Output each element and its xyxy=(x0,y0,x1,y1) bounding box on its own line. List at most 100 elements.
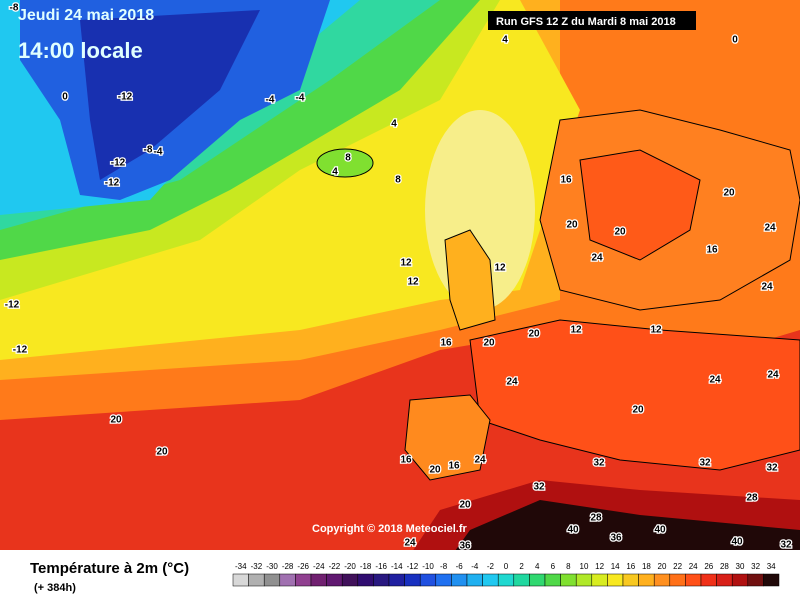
scale-swatch xyxy=(544,573,561,587)
scale-swatch xyxy=(747,573,764,587)
scale-swatch xyxy=(295,573,312,587)
contour-label: 8 xyxy=(345,153,351,164)
contour-label: 36 xyxy=(459,541,471,552)
scale-tick-label: -12 xyxy=(407,562,419,571)
contour-label: 12 xyxy=(400,258,412,269)
run-info: Run GFS 12 Z du Mardi 8 mai 2018 xyxy=(496,16,676,28)
contour-label: 40 xyxy=(567,525,579,536)
contour-label: 0 xyxy=(62,92,68,103)
contour-label: 12 xyxy=(407,277,419,288)
contour-label: 32 xyxy=(780,540,792,551)
scale-swatch xyxy=(341,573,359,587)
date: Jeudi 24 mai 2018 xyxy=(18,7,154,24)
contour-label: -12 xyxy=(13,345,28,356)
scale-swatch xyxy=(326,573,343,587)
contour-label: -12 xyxy=(118,92,133,103)
scale-tick-label: 10 xyxy=(580,562,589,571)
scale-tick-label: -14 xyxy=(391,562,403,571)
contour-label: -4 xyxy=(266,95,275,106)
scale-swatch xyxy=(388,573,405,587)
scale-swatch xyxy=(279,573,296,587)
copyright: Copyright © 2018 Meteociel.fr xyxy=(312,523,468,535)
scale-tick-label: 30 xyxy=(736,562,745,571)
scale-tick-label: 32 xyxy=(751,562,760,571)
contour-label: 28 xyxy=(590,513,602,524)
contour-label: 24 xyxy=(591,253,603,264)
contour-label: 36 xyxy=(610,533,622,544)
scale-swatch xyxy=(700,573,717,587)
local-time: 14:00 locale xyxy=(18,38,143,63)
scale-swatch xyxy=(560,573,577,587)
contour-label: -12 xyxy=(111,158,126,169)
scale-swatch xyxy=(653,573,671,587)
run-box xyxy=(488,11,696,30)
scale-swatch xyxy=(591,573,608,587)
scale-tick-label: 8 xyxy=(566,562,571,571)
contour-label: 32 xyxy=(766,463,778,474)
scale-tick-label: 16 xyxy=(626,562,635,571)
contour-label: 12 xyxy=(570,325,582,336)
scale-tick-label: 34 xyxy=(767,562,776,571)
scale-tick-label: -18 xyxy=(360,562,372,571)
contour-label: 32 xyxy=(533,482,545,493)
contour-label: 24 xyxy=(767,370,779,381)
contour-label: 20 xyxy=(528,329,540,340)
contour-label: 4 xyxy=(332,167,338,178)
scale-swatch xyxy=(497,573,515,587)
scale-swatch xyxy=(529,573,546,587)
contour-label: -12 xyxy=(105,178,120,189)
contour-label: 4 xyxy=(502,35,508,46)
scale-tick-label: -26 xyxy=(297,562,309,571)
scale-swatch xyxy=(575,573,593,587)
scale-tick-label: -32 xyxy=(251,562,263,571)
scale-tick-label: -4 xyxy=(471,562,479,571)
contour-label: 16 xyxy=(400,455,412,466)
scale-swatch xyxy=(248,573,265,587)
contour-label: 12 xyxy=(650,325,662,336)
color-scale: -34 -32 -30 -28 -26 -24 -22 -20 -18 -16 -14 -12 -10-… xyxy=(232,562,780,587)
scale-tick-label: -8 xyxy=(440,562,448,571)
scale-swatch xyxy=(685,573,702,587)
contour-label: 16 xyxy=(706,245,718,256)
scale-tick-label: -2 xyxy=(487,562,495,571)
scale-swatch xyxy=(466,573,483,587)
scale-tick-label: 12 xyxy=(595,562,604,571)
legend-title: Température à 2m (°C) xyxy=(30,560,189,577)
contour-label: 20 xyxy=(566,220,578,231)
contour-label: 4 xyxy=(391,119,397,130)
contour-label: -8 xyxy=(144,145,153,156)
contour-label: 24 xyxy=(709,375,721,386)
contour-label: 28 xyxy=(746,493,758,504)
legend-subtitle: (+ 384h) xyxy=(34,582,76,594)
scale-swatch xyxy=(435,573,452,587)
scale-swatch xyxy=(607,573,624,587)
contour-label: 20 xyxy=(429,465,441,476)
scale-swatch xyxy=(373,573,390,587)
scale-swatch xyxy=(263,573,281,587)
scale-tick-label: -30 xyxy=(266,562,278,571)
scale-swatch xyxy=(357,573,374,587)
contour-label: 24 xyxy=(474,455,486,466)
contour-label: 20 xyxy=(632,405,644,416)
scale-tick-label: 14 xyxy=(611,562,620,571)
scale-swatch xyxy=(622,573,639,587)
contour-label: 20 xyxy=(110,415,122,426)
scale-tick-label: 18 xyxy=(642,562,651,571)
contour-label: 20 xyxy=(723,188,735,199)
contour-label: -12 xyxy=(5,300,20,311)
scale-tick-label: 26 xyxy=(704,562,713,571)
contour-label: 20 xyxy=(459,500,471,511)
contour-label: 20 xyxy=(614,227,626,238)
contour-label: 16 xyxy=(440,338,452,349)
scale-tick-label: 22 xyxy=(673,562,682,571)
scale-tick-label: -10 xyxy=(422,562,434,571)
contour-label: 12 xyxy=(494,263,506,274)
scale-tick-label: -16 xyxy=(375,562,387,571)
contour-label: 0 xyxy=(732,35,738,46)
scale-tick-label: -24 xyxy=(313,562,325,571)
scale-swatch xyxy=(232,573,249,587)
scale-swatch xyxy=(669,573,686,587)
contour-label: 24 xyxy=(761,282,773,293)
scale-tick-label: -6 xyxy=(456,562,464,571)
